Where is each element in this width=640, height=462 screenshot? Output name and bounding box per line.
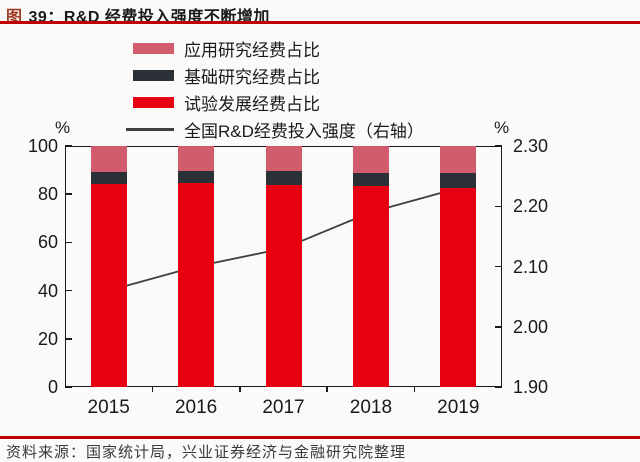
x-axis-tick: [413, 387, 416, 392]
right-axis-tick-label: 2.20: [513, 196, 549, 217]
bar-segment: [90, 146, 127, 172]
bar-segment: [352, 146, 389, 173]
right-axis-unit-label: %: [494, 118, 510, 137]
legend-item: 全国R&D经费投入强度（右轴）: [126, 117, 424, 142]
left-axis-tick-label: 20: [37, 328, 58, 349]
left-axis-tick: [65, 289, 72, 292]
source-note: 资料来源：国家统计局，兴业证券经济与金融研究院整理: [6, 444, 407, 461]
bar-segment: [90, 184, 127, 387]
x-axis-category-label: 2019: [437, 397, 480, 418]
left-axis-tick-label: 100: [27, 136, 58, 156]
bar-segment: [440, 187, 477, 387]
left-axis-tick: [65, 193, 72, 195]
footer-divider-rule: [0, 436, 640, 439]
right-axis-tick: [495, 326, 502, 328]
legend-item: 基础研究经费占比: [133, 63, 320, 88]
left-axis-tick: [65, 386, 72, 388]
bar-segment: [90, 171, 127, 185]
right-axis-tick-label: 2.00: [513, 316, 549, 337]
x-axis-category-label: 2016: [174, 397, 218, 418]
right-axis-tick: [495, 205, 502, 207]
right-axis-tick-label: 1.90: [513, 377, 549, 397]
x-axis-category-label: 2017: [262, 397, 305, 418]
bar-segment: [352, 186, 389, 387]
right-axis-tick: [495, 265, 502, 268]
left-axis-tick: [65, 145, 72, 147]
x-axis-tick: [326, 387, 328, 392]
x-axis-tick: [151, 387, 154, 392]
left-axis-unit-label: %: [55, 118, 71, 137]
bar-segment: [265, 171, 302, 185]
legend-item: 应用研究经费占比: [133, 36, 320, 61]
legend-item: 试验发展经费占比: [133, 90, 320, 115]
left-axis-tick-label: 80: [37, 184, 58, 205]
legend-bar-swatch-icon: [133, 43, 174, 54]
left-axis-tick: [65, 241, 72, 244]
left-axis-tick-label: 0: [47, 377, 58, 397]
bar-segment: [178, 170, 215, 184]
title-divider-rule: [0, 21, 640, 24]
right-axis-tick-label: 2.10: [513, 256, 549, 277]
bar-segment: [178, 183, 215, 387]
x-axis-category-label: 2018: [349, 397, 393, 418]
left-axis-tick-label: 40: [37, 280, 58, 301]
legend-bar-swatch-icon: [133, 70, 174, 81]
bar-segment: [178, 146, 215, 171]
legend-item-label: 基础研究经费占比: [184, 68, 320, 87]
legend-item-label: 试验发展经费占比: [184, 95, 320, 114]
legend-item-label: 全国R&D经费投入强度（右轴）: [184, 122, 424, 141]
bar-segment: [352, 172, 389, 187]
x-axis-tick: [239, 387, 241, 392]
left-axis-tick-label: 60: [37, 232, 58, 253]
right-axis-tick: [495, 386, 502, 388]
legend-bar-swatch-icon: [133, 97, 174, 108]
bar-segment: [265, 184, 302, 387]
bar-segment: [440, 146, 477, 174]
legend-item-label: 应用研究经费占比: [184, 41, 320, 60]
right-axis-tick-label: 2.30: [513, 136, 549, 156]
left-axis-tick: [65, 338, 72, 340]
right-axis-tick: [495, 145, 502, 147]
legend-line-swatch-icon: [126, 128, 174, 131]
report-figure: 图 39：R&D 经费投入强度不断增加 应用研究经费占比 基础研究经费占比 试验发展经…: [0, 9, 640, 461]
bar-segment: [265, 146, 302, 172]
bar-segment: [440, 173, 477, 188]
x-axis-category-label: 2015: [87, 397, 130, 418]
